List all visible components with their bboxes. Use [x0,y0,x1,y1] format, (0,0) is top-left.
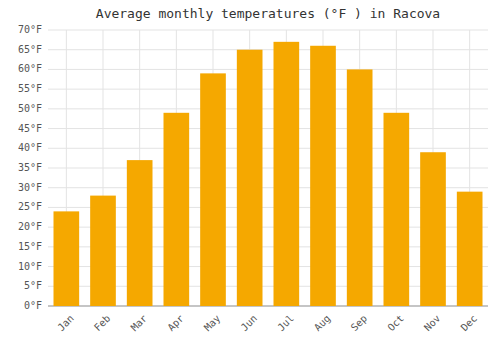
x-tick-label: May [202,313,223,334]
y-grid-line [48,49,488,50]
y-tick-label: 60°F [18,63,42,74]
y-tick-label: 35°F [18,162,42,173]
y-tick-label: 25°F [18,201,42,212]
y-tick-label: 45°F [18,123,42,134]
bars [54,42,483,306]
y-tick-label: 40°F [18,142,42,153]
x-tick-label: Feb [92,313,113,334]
bar [54,211,80,306]
chart: 0°F 5°F 10°F 15°F 20°F 25°F 30°F 35°F 40°F 45°F 50… [0,0,500,350]
title: Average monthly temperatures (°F ) in Ra… [96,6,440,21]
x-tick-label: Jun [239,313,260,334]
bar [310,46,336,306]
y-tick-label: 20°F [18,221,42,232]
bar [457,192,483,306]
x-tick-label: Mar [129,313,150,334]
bar [384,113,410,306]
y-tick-label: 5°F [24,280,42,291]
y-tick-label: 70°F [18,24,42,35]
x-tick-label: Nov [422,313,443,334]
axes: 0°F 5°F 10°F 15°F 20°F 25°F 30°F 35°F 40°F 45°F 50… [18,24,488,333]
y-grid-line [48,89,488,90]
bar [237,50,263,306]
y-tick-label: 0°F [24,300,42,311]
x-tick-label: Apr [165,313,186,334]
y-grid-line [48,69,488,70]
y-grid-line [48,108,488,109]
y-tick-label: 65°F [18,44,42,55]
y-tick-label: 30°F [18,182,42,193]
x-tick-label: Aug [312,313,333,334]
bar [420,152,446,306]
bar [274,42,300,306]
x-tick-label: Sep [349,313,370,334]
y-tick-label: 10°F [18,261,42,272]
x-tick-label: Oct [385,313,406,334]
bar [164,113,190,306]
x-tick-label: Jul [275,313,296,334]
x-tick-label: Dec [459,313,480,334]
bar [347,69,373,306]
grid [48,30,488,306]
y-tick-label: 50°F [18,103,42,114]
bar [90,196,116,306]
y-tick-label: 55°F [18,83,42,94]
y-grid-line [48,148,488,149]
bar [200,73,226,306]
y-grid-line [48,30,488,31]
y-tick-label: 15°F [18,241,42,252]
bar [127,160,153,306]
x-tick-label: Jan [55,313,76,334]
y-grid-line [48,128,488,129]
